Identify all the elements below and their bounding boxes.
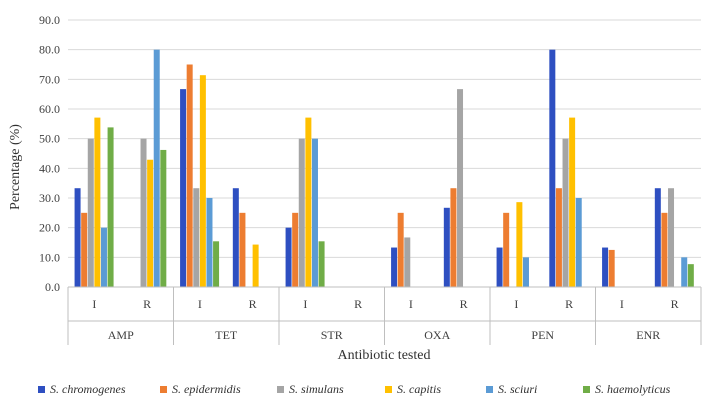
bar xyxy=(575,198,582,287)
bar xyxy=(522,257,529,287)
bar xyxy=(569,117,576,287)
y-tick-label: 0.0 xyxy=(45,280,60,294)
bar xyxy=(562,138,569,287)
bar xyxy=(516,202,523,287)
x-subcategory-label: I xyxy=(198,297,202,311)
y-tick-label: 70.0 xyxy=(39,72,60,86)
legend-swatch xyxy=(385,386,392,393)
gridlines xyxy=(68,19,701,258)
x-subcategory-label: R xyxy=(143,297,151,311)
bar xyxy=(100,227,107,287)
bar xyxy=(404,237,411,287)
bar xyxy=(186,64,193,287)
bar xyxy=(298,138,305,287)
legend-label: S. capitis xyxy=(397,382,441,396)
legend-label: S. chromogenes xyxy=(50,382,126,396)
x-group-label: ENR xyxy=(636,328,660,342)
bar xyxy=(140,138,147,287)
x-subcategory-label: I xyxy=(514,297,518,311)
bar xyxy=(661,212,668,287)
y-tick-label: 10.0 xyxy=(39,250,60,264)
legend-label: S. epidermidis xyxy=(172,382,241,396)
x-axis-title: Antibiotic tested xyxy=(338,348,431,363)
bar xyxy=(687,264,694,287)
y-tick-label: 30.0 xyxy=(39,191,60,205)
bar xyxy=(318,241,325,287)
bar xyxy=(457,89,464,287)
x-group-label: OXA xyxy=(424,328,450,342)
bar xyxy=(654,188,661,287)
bar xyxy=(199,75,206,288)
bar xyxy=(74,188,81,287)
x-subcategory-label: R xyxy=(249,297,257,311)
bar xyxy=(391,247,398,287)
x-subcategory-label: R xyxy=(460,297,468,311)
x-subcategory-label: I xyxy=(303,297,307,311)
y-tick-label: 60.0 xyxy=(39,102,60,116)
bar xyxy=(602,247,609,287)
bar xyxy=(305,117,312,287)
legend-label: S. simulans xyxy=(289,382,344,396)
y-axis-title: Percentage (%) xyxy=(8,124,23,210)
bar xyxy=(153,49,160,287)
x-subcategory-label: I xyxy=(620,297,624,311)
bar xyxy=(213,241,220,287)
bar xyxy=(107,127,114,287)
bar xyxy=(681,257,688,287)
bar xyxy=(94,117,101,287)
bar xyxy=(87,138,94,287)
legend-label: S. sciuri xyxy=(498,382,537,396)
x-subcategory-label: I xyxy=(409,297,413,311)
bar xyxy=(311,138,318,287)
bar xyxy=(397,212,404,287)
y-tick-label: 50.0 xyxy=(39,132,60,146)
bar xyxy=(81,212,88,287)
bar xyxy=(668,188,675,287)
y-tick-label: 90.0 xyxy=(39,13,60,27)
bar xyxy=(147,159,154,287)
legend-swatch xyxy=(38,386,45,393)
x-subcategory-label: R xyxy=(565,297,573,311)
x-subcategory-label: R xyxy=(354,297,362,311)
x-group-label: STR xyxy=(321,328,343,342)
y-tick-label: 40.0 xyxy=(39,161,60,175)
bar xyxy=(160,149,167,287)
legend-swatch xyxy=(583,386,590,393)
bar xyxy=(180,89,187,287)
bar xyxy=(232,188,239,287)
bar xyxy=(239,212,246,287)
bar xyxy=(443,207,450,287)
bar xyxy=(503,212,510,287)
legend-swatch xyxy=(277,386,284,393)
bar xyxy=(292,212,299,287)
axes: 0.0 10.0 20.0 30.0 40.0 50.0 60.0 70.0 80.0 90.0 I… xyxy=(39,13,702,345)
bar xyxy=(206,198,213,287)
legend: S. chromogenes S. epidermidis S. simulans S… xyxy=(38,382,671,396)
x-group-label: TET xyxy=(215,328,238,342)
x-subcategory-label: I xyxy=(92,297,96,311)
bar xyxy=(608,249,615,287)
bar xyxy=(549,49,556,287)
bar xyxy=(496,247,503,287)
x-subcategory-label: R xyxy=(671,297,679,311)
bar xyxy=(252,244,259,287)
legend-label: S. haemolyticus xyxy=(595,382,671,396)
bar xyxy=(450,188,457,287)
x-group-label: AMP xyxy=(108,328,134,342)
bar xyxy=(193,188,200,287)
legend-swatch xyxy=(160,386,167,393)
bars xyxy=(74,49,694,288)
x-group-label: PEN xyxy=(531,328,554,342)
legend-swatch xyxy=(486,386,493,393)
y-tick-label: 80.0 xyxy=(39,43,60,57)
bar xyxy=(555,188,562,287)
bar xyxy=(285,227,292,287)
y-tick-label: 20.0 xyxy=(39,221,60,235)
